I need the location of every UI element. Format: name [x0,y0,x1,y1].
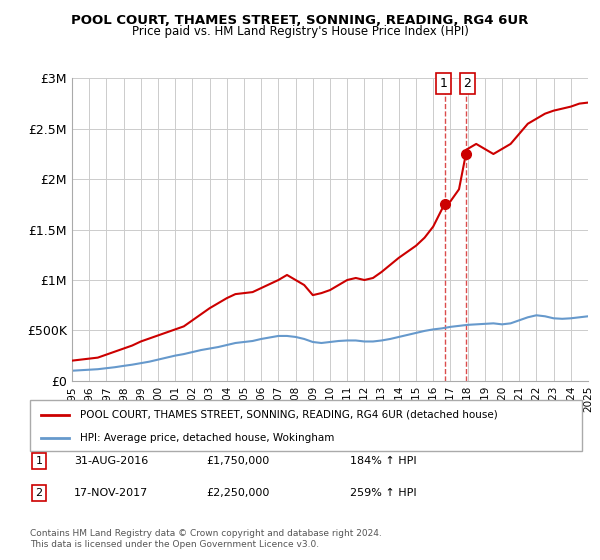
Text: 184% ↑ HPI: 184% ↑ HPI [350,456,417,466]
Text: 2: 2 [35,488,43,498]
FancyBboxPatch shape [30,400,582,451]
Text: POOL COURT, THAMES STREET, SONNING, READING, RG4 6UR: POOL COURT, THAMES STREET, SONNING, READ… [71,14,529,27]
Text: Price paid vs. HM Land Registry's House Price Index (HPI): Price paid vs. HM Land Registry's House … [131,25,469,38]
Text: £1,750,000: £1,750,000 [206,456,270,466]
Text: 259% ↑ HPI: 259% ↑ HPI [350,488,417,498]
Text: 1: 1 [439,77,447,90]
Text: 31-AUG-2016: 31-AUG-2016 [74,456,148,466]
Text: £2,250,000: £2,250,000 [206,488,270,498]
Text: HPI: Average price, detached house, Wokingham: HPI: Average price, detached house, Woki… [80,433,334,443]
Text: Contains HM Land Registry data © Crown copyright and database right 2024.
This d: Contains HM Land Registry data © Crown c… [30,529,382,549]
Text: POOL COURT, THAMES STREET, SONNING, READING, RG4 6UR (detached house): POOL COURT, THAMES STREET, SONNING, READ… [80,409,497,419]
Text: 2: 2 [463,77,471,90]
Text: 17-NOV-2017: 17-NOV-2017 [74,488,148,498]
Text: 1: 1 [35,456,43,466]
